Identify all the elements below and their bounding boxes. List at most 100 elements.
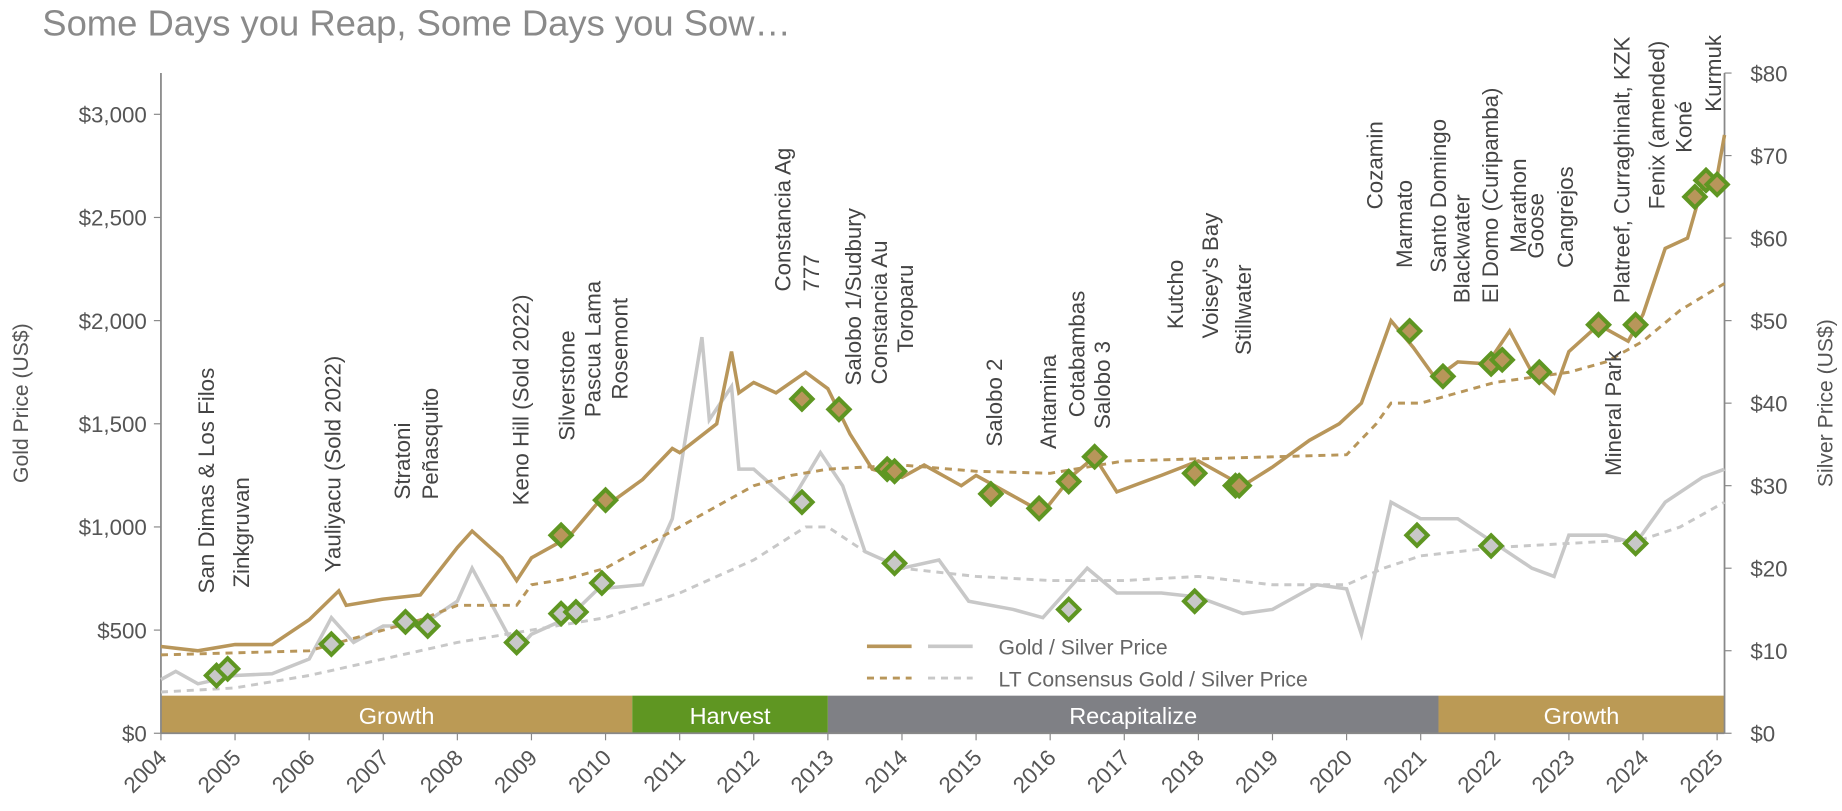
deal-label: Cangrejos (1553, 166, 1578, 268)
deal-label: Blackwater (1450, 194, 1475, 304)
deal-marker (881, 457, 909, 485)
deal-marker (1055, 595, 1083, 623)
x-tick-label: 2009 (489, 745, 542, 798)
x-tick-label: 2004 (119, 745, 172, 798)
deal-label: Salobo 2 (982, 359, 1007, 447)
deal-marker (1181, 587, 1209, 615)
deal-marker (214, 655, 242, 683)
deal-label: Voisey's Bay (1198, 212, 1223, 339)
deal-marker (1403, 521, 1431, 549)
deal-marker (1585, 311, 1613, 339)
deal-label: Salobo 3 (1090, 341, 1115, 429)
deal-marker (1225, 472, 1253, 500)
deal-label: Kurmuk (1701, 34, 1726, 112)
deal-label: Mineral Park (1601, 350, 1626, 476)
deal-marker (392, 608, 419, 636)
deal-label: Koné (1672, 101, 1697, 153)
phase-band (827, 695, 1439, 734)
deal-label: Platreef, Curraghinalt, KZK (1609, 37, 1634, 304)
deal-marker (1025, 494, 1053, 522)
x-tick-label: 2010 (563, 745, 616, 798)
deal-label: Pascua Lama (580, 280, 605, 417)
deal-label: Yauliyacu (Sold 2022) (321, 356, 346, 573)
deal-label: Cozamin (1363, 121, 1388, 209)
deal-marker (825, 395, 853, 423)
phase-label: Harvest (690, 703, 771, 729)
phase-label: Growth (359, 703, 435, 729)
y-tick-label: $0 (122, 721, 147, 746)
deal-label: Silverstone (554, 330, 579, 440)
deal-label: Stratoni (390, 423, 415, 500)
x-tick-label: 2012 (712, 745, 765, 798)
x-tick-label: 2005 (193, 745, 246, 798)
legend-label: LT Consensus Gold / Silver Price (999, 668, 1308, 691)
y2-tick-label: $50 (1750, 309, 1787, 334)
x-tick-label: 2025 (1675, 745, 1728, 798)
deal-label: Marathon (1506, 159, 1531, 253)
deal-label: Constancia Ag (771, 148, 796, 292)
deal-marker (788, 385, 816, 413)
deal-marker (1477, 532, 1505, 560)
deal-marker (1181, 459, 1209, 487)
x-tick-label: 2022 (1453, 745, 1506, 798)
x-tick-label: 2008 (415, 745, 468, 798)
deal-marker (1681, 183, 1709, 211)
y2-tick-label: $40 (1750, 391, 1787, 416)
phase-band (632, 695, 828, 734)
consensus-line (160, 282, 1726, 657)
deal-label: Santo Domingo (1426, 119, 1451, 273)
deal-label: Stillwater (1231, 264, 1256, 355)
y-tick-label: $1,500 (79, 412, 147, 437)
deal-label: Keno Hill (Sold 2022) (509, 294, 534, 505)
deal-marker (977, 480, 1005, 508)
y2-tick-label: $30 (1750, 474, 1787, 499)
y-tick-label: $1,000 (79, 515, 147, 540)
deal-label: Kutcho (1163, 260, 1188, 329)
deal-marker (1622, 529, 1650, 557)
deal-label: Zinkgruvan (229, 477, 254, 587)
legend-label: Gold / Silver Price (999, 637, 1168, 660)
y2-axis-label: Silver Price (US$) (1815, 319, 1838, 487)
phase-band (1438, 695, 1725, 734)
deal-label: Constancia Au (867, 240, 892, 384)
deal-label: Toroparu (893, 265, 918, 353)
deal-marker (1081, 443, 1109, 471)
y2-tick-label: $10 (1750, 639, 1787, 664)
deal-marker (317, 630, 345, 658)
x-tick-label: 2016 (1008, 745, 1061, 798)
subtitle: Some Days you Reap, Some Days you Sow… (42, 2, 791, 43)
deal-label: Fenix (amended) (1645, 41, 1670, 210)
deal-label: 777 (799, 254, 824, 291)
deal-marker (788, 488, 816, 516)
deal-marker (1429, 362, 1457, 390)
y-axis-label: Gold Price (US$) (10, 323, 33, 483)
x-tick-label: 2024 (1601, 745, 1654, 798)
deal-marker (881, 549, 909, 577)
x-tick-label: 2021 (1379, 745, 1432, 798)
deal-marker (414, 612, 442, 640)
deal-marker (1703, 170, 1731, 198)
price-line (160, 134, 1727, 653)
y-tick-label: $2,000 (79, 309, 147, 334)
deal-label: Antamina (1036, 354, 1061, 449)
x-tick-label: 2011 (639, 745, 691, 797)
deal-label: Rosemont (607, 297, 632, 399)
x-tick-label: 2015 (934, 745, 987, 798)
x-tick-label: 2007 (341, 745, 394, 798)
y2-tick-label: $0 (1750, 721, 1775, 746)
x-tick-label: 2013 (786, 745, 839, 798)
deal-marker (547, 521, 575, 549)
deal-marker (1488, 346, 1516, 374)
deal-label: Goose (1524, 193, 1549, 259)
y2-tick-label: $60 (1750, 226, 1787, 251)
deal-marker (592, 486, 620, 514)
y2-tick-label: $20 (1750, 556, 1787, 581)
y2-tick-label: $70 (1750, 144, 1787, 169)
deal-label: Cotabambas (1064, 291, 1089, 418)
y-tick-label: $2,500 (79, 206, 147, 231)
deal-marker (562, 598, 590, 626)
x-tick-label: 2006 (267, 745, 320, 798)
deal-marker (1622, 311, 1650, 339)
deal-marker (1525, 358, 1553, 386)
